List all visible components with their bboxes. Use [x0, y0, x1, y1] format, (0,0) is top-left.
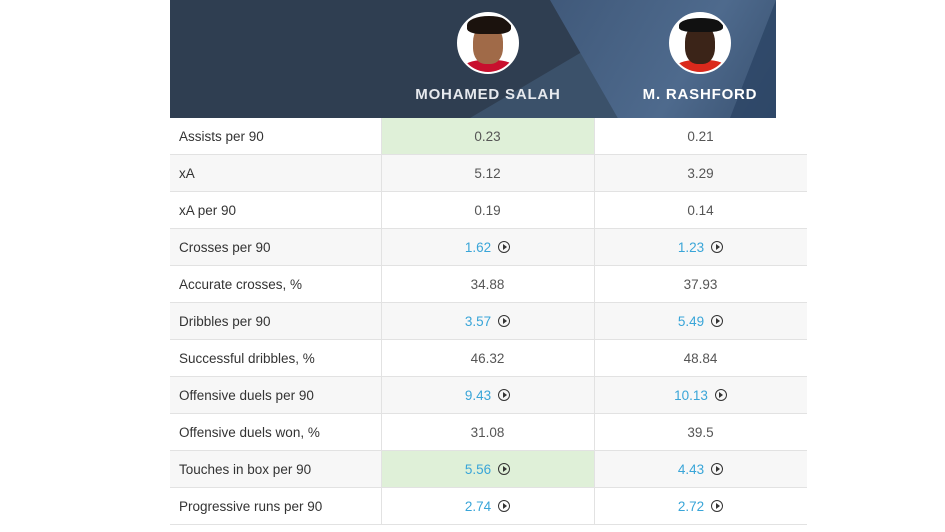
- stat-value-p2: 48.84: [594, 339, 807, 377]
- play-video-icon[interactable]: [498, 388, 511, 401]
- play-video-icon[interactable]: [498, 462, 511, 475]
- stat-value-p2: 0.14: [594, 191, 807, 229]
- stat-value-link[interactable]: 3.57: [464, 313, 492, 329]
- stat-value: 3.29: [687, 165, 714, 181]
- stat-label: Touches in box per 90: [170, 450, 382, 488]
- stat-value-p1: 34.88: [381, 265, 595, 303]
- stat-value-link[interactable]: 4.43: [677, 461, 705, 477]
- stat-value-p1[interactable]: 3.57: [381, 302, 595, 340]
- stat-value-link[interactable]: 5.49: [677, 313, 705, 329]
- stat-label: xA per 90: [170, 191, 382, 229]
- table-row: Successful dribbles, % 46.32 48.84: [170, 339, 807, 377]
- stat-value-p1[interactable]: 1.62: [381, 228, 595, 266]
- stat-value-p1: 5.12: [381, 154, 595, 192]
- stat-value-p1: 31.08: [381, 413, 595, 451]
- table-row: Offensive duels won, % 31.08 39.5: [170, 413, 807, 451]
- stat-value-p2[interactable]: 1.23: [594, 228, 807, 266]
- player-column-2: M. RASHFORD: [594, 12, 776, 103]
- play-video-icon[interactable]: [498, 499, 511, 512]
- stat-label: xA: [170, 154, 382, 192]
- avatar: [669, 12, 731, 74]
- stat-value-link[interactable]: 9.43: [464, 387, 492, 403]
- player-name[interactable]: M. RASHFORD: [642, 86, 758, 103]
- stat-label: Assists per 90: [170, 118, 382, 155]
- play-video-icon[interactable]: [711, 499, 724, 512]
- stat-label: Crosses per 90: [170, 228, 382, 266]
- stats-table: Assists per 90 0.23 0.21 xA 5.12 3.29 xA per 9…: [170, 118, 807, 525]
- table-row: Crosses per 90 1.62 1.23: [170, 228, 807, 266]
- stat-label: Offensive duels per 90: [170, 376, 382, 414]
- stat-value-p2[interactable]: 5.49: [594, 302, 807, 340]
- stat-value-link[interactable]: 1.23: [677, 239, 705, 255]
- stat-value: 31.08: [470, 424, 505, 440]
- play-video-icon[interactable]: [714, 388, 727, 401]
- stat-value: 0.21: [687, 128, 714, 144]
- stat-value-link[interactable]: 5.56: [464, 461, 492, 477]
- avatar: [457, 12, 519, 74]
- stat-value-p1: 0.19: [381, 191, 595, 229]
- stat-value-link[interactable]: 1.62: [464, 239, 492, 255]
- stat-value-p2[interactable]: 10.13: [594, 376, 807, 414]
- stat-value-p2: 0.21: [594, 118, 807, 155]
- stat-label: Dribbles per 90: [170, 302, 382, 340]
- stat-value: 46.32: [470, 350, 505, 366]
- stat-value-link[interactable]: 2.72: [677, 498, 705, 514]
- stat-label: Progressive runs per 90: [170, 487, 382, 525]
- play-video-icon[interactable]: [498, 240, 511, 253]
- stat-value: 37.93: [683, 276, 718, 292]
- table-row: xA per 90 0.19 0.14: [170, 191, 807, 229]
- player-column-1: MOHAMED SALAH: [382, 12, 594, 103]
- stat-label: Accurate crosses, %: [170, 265, 382, 303]
- stat-value-p2: 3.29: [594, 154, 807, 192]
- stat-value-p2[interactable]: 2.72: [594, 487, 807, 525]
- stat-value-p1[interactable]: 5.56: [381, 450, 595, 488]
- stat-value-p2[interactable]: 4.43: [594, 450, 807, 488]
- stat-value: 39.5: [687, 424, 714, 440]
- table-row: Assists per 90 0.23 0.21: [170, 118, 807, 155]
- stat-value-p1[interactable]: 2.74: [381, 487, 595, 525]
- comparison-header: MOHAMED SALAH M. RASHFORD: [170, 0, 776, 118]
- stat-value-p1: 0.23: [381, 118, 595, 155]
- stat-value: 0.14: [687, 202, 714, 218]
- player-comparison: MOHAMED SALAH M. RASHFORD Assists per 90…: [170, 0, 807, 525]
- play-video-icon[interactable]: [498, 314, 511, 327]
- table-row: Accurate crosses, % 34.88 37.93: [170, 265, 807, 303]
- table-row: Touches in box per 90 5.56 4.43: [170, 450, 807, 488]
- stat-value-p2: 37.93: [594, 265, 807, 303]
- stat-value: 5.12: [474, 165, 501, 181]
- stat-value: 48.84: [683, 350, 718, 366]
- table-row: Progressive runs per 90 2.74 2.72: [170, 487, 807, 525]
- stat-value-p1: 46.32: [381, 339, 595, 377]
- stat-value-link[interactable]: 2.74: [464, 498, 492, 514]
- table-row: Offensive duels per 90 9.43 10.13: [170, 376, 807, 414]
- stat-label: Successful dribbles, %: [170, 339, 382, 377]
- stat-value-link[interactable]: 10.13: [674, 387, 708, 403]
- stat-label: Offensive duels won, %: [170, 413, 382, 451]
- stat-value: 0.23: [474, 128, 501, 144]
- play-video-icon[interactable]: [711, 314, 724, 327]
- table-row: xA 5.12 3.29: [170, 154, 807, 192]
- play-video-icon[interactable]: [711, 240, 724, 253]
- play-video-icon[interactable]: [711, 462, 724, 475]
- stat-value-p1[interactable]: 9.43: [381, 376, 595, 414]
- stat-value: 34.88: [470, 276, 505, 292]
- player-name[interactable]: MOHAMED SALAH: [415, 86, 561, 103]
- table-row: Dribbles per 90 3.57 5.49: [170, 302, 807, 340]
- stat-value-p2: 39.5: [594, 413, 807, 451]
- stat-value: 0.19: [474, 202, 501, 218]
